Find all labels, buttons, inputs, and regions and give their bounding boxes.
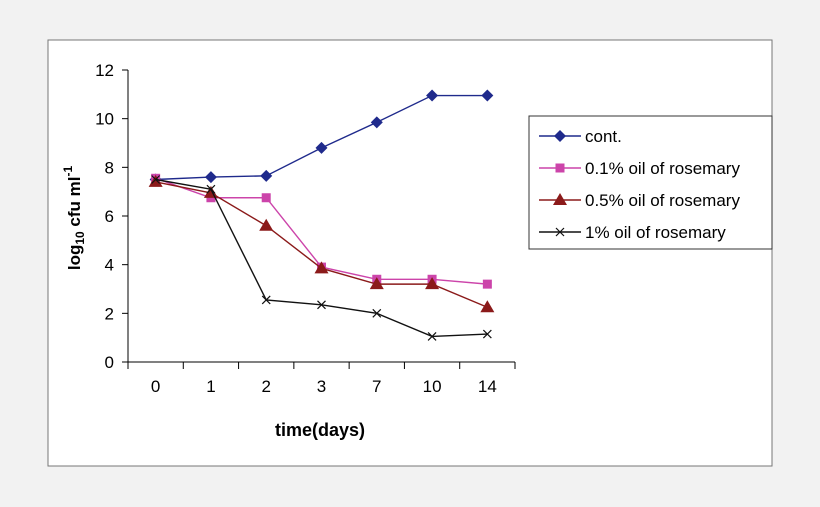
legend-entry: 0.1% oil of rosemary bbox=[539, 159, 740, 178]
x-axis-label: time(days) bbox=[275, 420, 365, 440]
chart-area-border bbox=[47, 39, 773, 467]
legend-label: 0.1% oil of rosemary bbox=[585, 159, 740, 178]
y-tick-label: 8 bbox=[105, 158, 114, 177]
x-tick-label: 7 bbox=[372, 377, 381, 396]
legend-marker bbox=[555, 227, 565, 237]
data-point bbox=[315, 141, 328, 154]
series-4 bbox=[151, 175, 492, 341]
data-point bbox=[206, 184, 216, 194]
data-point bbox=[372, 308, 382, 318]
y-axis-label: log10 cfu ml-1 bbox=[61, 166, 87, 271]
legend-entry: 0.5% oil of rosemary bbox=[539, 191, 740, 210]
data-point bbox=[151, 175, 161, 184]
data-point bbox=[481, 89, 494, 102]
data-point bbox=[480, 300, 495, 313]
legend-label: 0.5% oil of rosemary bbox=[585, 191, 740, 210]
y-axis-label-subscript: 10 bbox=[73, 231, 87, 245]
y-tick-label: 10 bbox=[95, 110, 114, 129]
y-tick-label: 0 bbox=[105, 353, 114, 372]
x-tick-label: 0 bbox=[151, 377, 160, 396]
legend-marker bbox=[554, 130, 566, 142]
x-tick-label: 14 bbox=[478, 377, 497, 396]
data-point bbox=[204, 171, 217, 184]
y-tick-label: 2 bbox=[105, 304, 114, 323]
y-tick-label: 6 bbox=[105, 207, 114, 226]
x-tick-label: 10 bbox=[423, 377, 442, 396]
data-point bbox=[260, 169, 273, 182]
y-axis-label-main: cfu ml bbox=[65, 177, 84, 232]
y-axis-label-superscript: -1 bbox=[61, 166, 75, 177]
legend-entry: 1% oil of rosemary bbox=[539, 223, 726, 242]
data-point bbox=[259, 218, 274, 231]
legend-box bbox=[528, 115, 773, 250]
data-point bbox=[482, 329, 492, 339]
y-tick-label: 4 bbox=[105, 256, 114, 275]
data-point bbox=[369, 277, 384, 290]
data-point bbox=[370, 116, 383, 129]
x-tick-label: 3 bbox=[317, 377, 326, 396]
legend-label: cont. bbox=[585, 127, 622, 146]
legend: cont. 0.1% oil of rosemary 0.5% oil of ros… bbox=[528, 115, 773, 250]
data-point bbox=[317, 300, 326, 310]
data-point bbox=[426, 89, 439, 102]
y-axis-label-base: log bbox=[65, 245, 84, 271]
data-point bbox=[482, 279, 492, 289]
x-tick-label: 1 bbox=[206, 377, 215, 396]
data-point bbox=[425, 277, 440, 290]
data-point bbox=[427, 332, 437, 341]
y-tick-label: 12 bbox=[95, 61, 114, 80]
data-point bbox=[148, 174, 163, 187]
legend-entry: cont. bbox=[539, 127, 622, 146]
x-tick-label: 2 bbox=[261, 377, 270, 396]
axes bbox=[122, 69, 516, 369]
legend-marker bbox=[553, 193, 567, 205]
data-point bbox=[261, 295, 271, 305]
data-point bbox=[261, 193, 271, 203]
series-layer bbox=[148, 89, 495, 341]
data-point bbox=[314, 261, 329, 274]
legend-label: 1% oil of rosemary bbox=[585, 223, 726, 242]
legend-marker bbox=[555, 163, 565, 173]
